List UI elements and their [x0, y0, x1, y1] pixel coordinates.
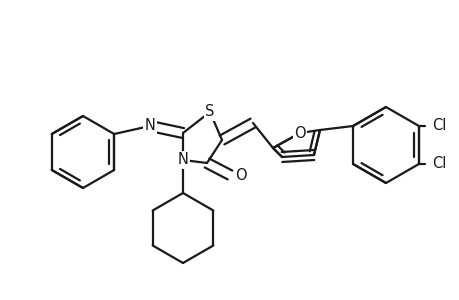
- Text: N: N: [177, 152, 188, 167]
- Text: Cl: Cl: [431, 118, 445, 134]
- Text: S: S: [205, 104, 214, 119]
- Text: Cl: Cl: [431, 157, 445, 172]
- Text: O: O: [294, 125, 305, 140]
- Text: N: N: [144, 118, 155, 134]
- Text: O: O: [235, 167, 246, 182]
